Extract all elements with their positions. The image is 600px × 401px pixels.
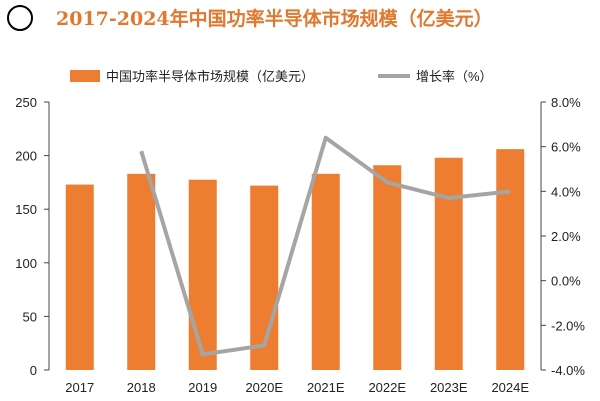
x-tick-label: 2017 [65, 380, 94, 395]
left-tick-label: 150 [15, 202, 37, 217]
bar-2017 [65, 184, 94, 370]
bar-2018 [127, 173, 156, 370]
x-tick-label: 2023E [430, 380, 468, 395]
left-tick-label: 100 [15, 256, 37, 271]
x-tick-label: 2024E [491, 380, 529, 395]
bar-2021E [311, 173, 340, 370]
x-tick-label: 2021E [307, 380, 345, 395]
circle-marker-icon [7, 5, 33, 31]
legend: 中国功率半导体市场规模（亿美元） 增长率（%） [70, 69, 493, 84]
left-tick-label: 0 [30, 363, 37, 378]
left-tick-label: 50 [23, 309, 37, 324]
right-tick-label: 6.0% [551, 140, 581, 155]
right-tick-label: 2.0% [551, 229, 581, 244]
right-tick-label: 8.0% [551, 95, 581, 110]
x-tick-label: 2022E [368, 380, 406, 395]
right-tick-label: -2.0% [551, 318, 585, 333]
right-tick-label: 0.0% [551, 274, 581, 289]
left-tick-label: 200 [15, 149, 37, 164]
left-tick-label: 250 [15, 95, 37, 110]
x-tick-label: 2018 [127, 380, 156, 395]
bar-2022E [373, 165, 402, 370]
bar-2023E [434, 157, 463, 370]
x-tick-label: 2019 [188, 380, 217, 395]
bar-2024E [496, 149, 525, 370]
legend-swatch-bar [70, 70, 100, 82]
x-tick-label: 2020E [245, 380, 283, 395]
chart-title: 2017-2024年中国功率半导体市场规模（亿美元） [56, 7, 493, 30]
legend-label-bar: 中国功率半导体市场规模（亿美元） [106, 69, 314, 84]
right-tick-label: -4.0% [551, 363, 585, 378]
bar-2019 [188, 179, 217, 370]
legend-label-line: 增长率（%） [416, 69, 493, 84]
right-tick-label: 4.0% [551, 184, 581, 199]
